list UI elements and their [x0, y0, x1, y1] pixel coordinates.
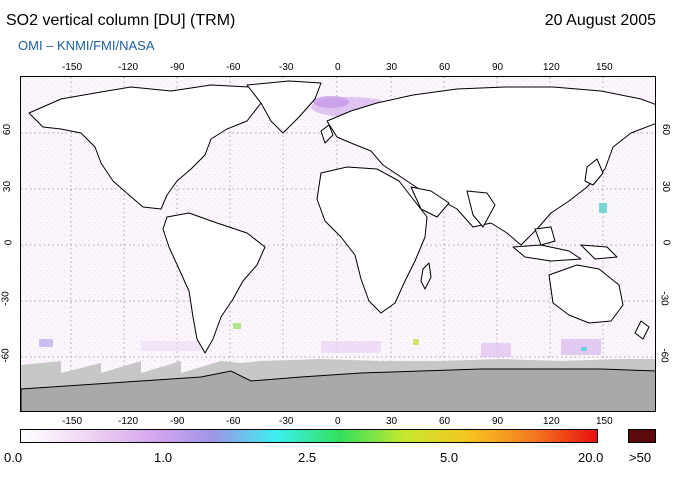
lon-tick-top: -150: [62, 62, 83, 73]
new-guinea: [580, 244, 618, 260]
japan: [584, 158, 604, 186]
world-map: [20, 76, 656, 412]
lon-tick-top: -60: [226, 62, 241, 73]
lat-tick-right: -30: [658, 291, 670, 306]
map-title: SO2 vertical column [DU] (TRM): [6, 12, 236, 29]
lon-tick-top: 120: [543, 62, 560, 73]
lon-tick-bottom: 90: [492, 416, 504, 427]
south-america: [162, 212, 266, 354]
lon-tick-top: -120: [118, 62, 139, 73]
map-date: 20 August 2005: [544, 12, 656, 29]
north-america: [28, 84, 262, 210]
eurasia: [326, 86, 655, 246]
lat-tick-right: 30: [660, 180, 672, 193]
new-zealand: [634, 320, 650, 340]
colorbar-label: 5.0: [440, 450, 459, 465]
borneo: [534, 226, 556, 246]
colorbar-label: 2.5: [298, 450, 317, 465]
lat-tick-left: 0: [3, 239, 15, 246]
lon-tick-top: -90: [170, 62, 185, 73]
lat-tick-right: -60: [658, 348, 670, 363]
lon-tick-top: 0: [335, 62, 341, 73]
lon-tick-bottom: -120: [118, 416, 139, 427]
australia: [548, 264, 624, 324]
lat-tick-left: 30: [2, 180, 14, 193]
colorbar-label: >50: [629, 450, 652, 465]
colorbar-label: 20.0: [578, 450, 604, 465]
greenland: [246, 80, 322, 134]
colorbar-label: 0.0: [4, 450, 23, 465]
madagascar: [420, 262, 432, 290]
antarctica: [21, 368, 655, 411]
lat-tick-left: 60: [2, 123, 14, 136]
lon-tick-top: 30: [386, 62, 398, 73]
continents: [28, 80, 655, 354]
lat-tick-left: -30: [0, 291, 12, 306]
colorbar-label: 1.0: [154, 450, 173, 465]
lon-tick-bottom: -90: [170, 416, 185, 427]
lat-tick-right: 60: [660, 123, 672, 136]
lon-tick-top: 150: [596, 62, 613, 73]
colorbar-overflow: [628, 429, 656, 443]
lat-tick-left: -60: [0, 348, 12, 363]
lon-tick-bottom: 30: [386, 416, 398, 427]
colorbar: [20, 429, 598, 443]
lon-tick-bottom: 150: [596, 416, 613, 427]
lon-tick-top: 60: [439, 62, 451, 73]
map-subtitle: OMI – KNMI/FMI/NASA: [18, 38, 155, 53]
africa: [316, 166, 428, 314]
so2-patches: [39, 96, 607, 357]
lon-tick-bottom: 0: [335, 416, 341, 427]
lat-tick-right: 0: [660, 239, 672, 246]
lon-tick-bottom: 120: [543, 416, 560, 427]
britain: [320, 124, 334, 144]
arabia: [410, 186, 450, 218]
lon-tick-bottom: -30: [279, 416, 294, 427]
lon-tick-bottom: -150: [62, 416, 83, 427]
india: [466, 190, 496, 228]
lon-tick-bottom: -60: [226, 416, 241, 427]
lon-tick-bottom: 60: [439, 416, 451, 427]
lon-tick-top: -30: [279, 62, 294, 73]
lon-tick-top: 90: [492, 62, 504, 73]
map-canvas: [21, 77, 655, 411]
